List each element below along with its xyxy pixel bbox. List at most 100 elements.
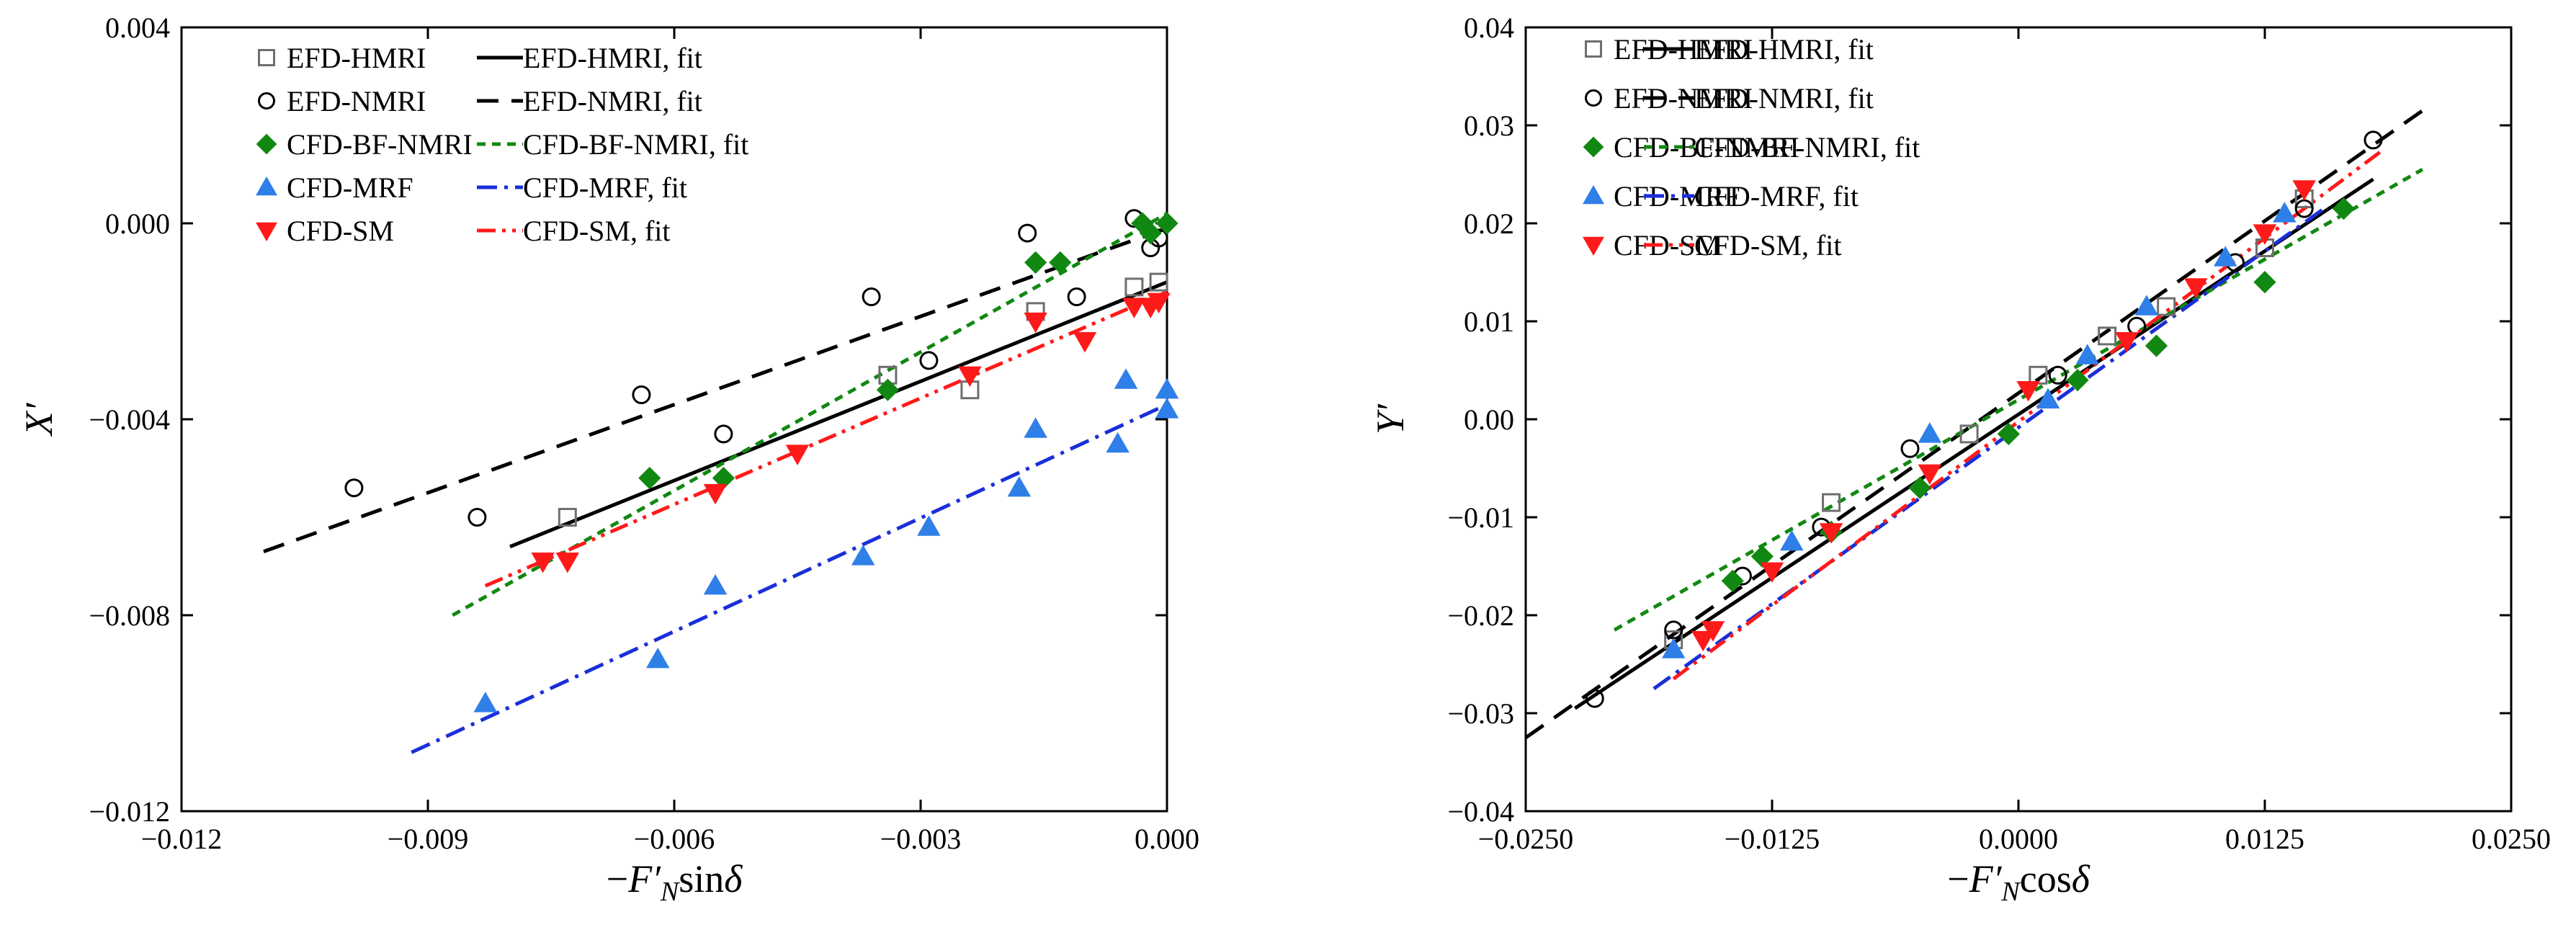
point-efd-nmri: [344, 478, 364, 498]
right-tick-marks: [1524, 26, 2513, 813]
point-cfd-mrf: [2036, 388, 2060, 408]
left-tick-labels: −0.012 −0.009 −0.006 −0.003 0.000 −0.012 −0.00…: [89, 12, 1199, 855]
right-y-axis-label: Y′: [1369, 403, 1412, 434]
point-cfd-bf-nmri: [1721, 569, 1744, 592]
point-cfd-sm: [1918, 464, 1942, 486]
point-cfd-sm: [1024, 312, 1047, 334]
right-data-points: [1585, 130, 2383, 708]
legend-marker-cfd-bf-nmri: [1583, 136, 1604, 158]
point-cfd-bf-nmri: [876, 378, 899, 401]
point-cfd-sm: [531, 553, 555, 573]
right-fit-lines: [1524, 109, 2424, 740]
point-cfd-mrf: [2214, 246, 2237, 267]
point-efd-hmri: [1959, 424, 1979, 444]
legend-fit-label: EFD-NMRI, fit: [1694, 82, 1874, 115]
legend-fit-label: EFD-NMRI, fit: [523, 85, 702, 117]
x-tick-label: −0.012: [141, 823, 223, 855]
point-efd-nmri: [714, 424, 733, 444]
y-tick-label: −0.04: [1447, 795, 1514, 828]
point-efd-nmri: [468, 508, 487, 527]
left-data-points: [344, 209, 1179, 712]
point-cfd-sm: [2292, 180, 2316, 201]
legend-marker-cfd-sm: [256, 222, 277, 241]
point-cfd-sm: [1073, 332, 1097, 353]
legend-marker-cfd-bf-nmri: [256, 133, 277, 155]
point-cfd-sm: [785, 444, 810, 465]
point-cfd-mrf: [473, 692, 498, 712]
fit-line-cfd-mrf-fit: [411, 403, 1168, 754]
legend-fit-label: EFD-HMRI, fit: [523, 42, 702, 74]
y-tick-label: 0.01: [1464, 305, 1514, 338]
point-cfd-bf-nmri: [2066, 369, 2089, 392]
point-cfd-mrf: [2273, 202, 2297, 223]
point-cfd-bf-nmri: [1750, 545, 1774, 568]
legend-fit-label: CFD-BF-NMRI, fit: [1694, 131, 1920, 164]
point-cfd-sm: [555, 553, 580, 573]
point-cfd-mrf: [1155, 377, 1179, 399]
legend-marker-cfd-sm: [1583, 236, 1604, 256]
fit-line-cfd-mrf-fit: [1653, 207, 2325, 691]
fit-line-efd-hmri-fit: [1574, 177, 2374, 710]
y-tick-label: −0.008: [89, 599, 170, 632]
fit-line-efd-hmri-fit: [509, 280, 1168, 549]
point-cfd-sm: [2016, 381, 2040, 402]
legend-marker-cfd-mrf: [256, 176, 277, 196]
right-tick-labels: −0.0250 −0.0125 0.0000 0.0125 0.0250 −0.04 −0.…: [1447, 12, 2551, 855]
point-cfd-sm: [2253, 224, 2277, 245]
legend-label: CFD-MRF: [287, 171, 413, 204]
point-cfd-mrf: [1661, 638, 1686, 658]
point-cfd-sm: [1147, 292, 1171, 314]
point-efd-hmri: [2098, 326, 2117, 346]
x-tick-label: −0.009: [388, 823, 469, 855]
legend-fit-label: CFD-BF-NMRI, fit: [523, 128, 748, 161]
point-cfd-sm: [1691, 630, 1715, 652]
y-tick-label: 0.04: [1464, 12, 1514, 44]
fit-line-cfd-bf-nmri-fit: [1613, 168, 2424, 632]
point-cfd-bf-nmri: [2332, 197, 2356, 220]
point-efd-hmri: [558, 508, 577, 527]
point-cfd-mrf: [703, 573, 728, 595]
point-efd-nmri: [2048, 365, 2067, 385]
point-cfd-mrf: [1780, 529, 1804, 551]
legend-marker-efd-hmri: [1585, 40, 1602, 58]
legend-label: CFD-BF-NMRI: [287, 128, 473, 161]
fit-line-efd-nmri-fit: [1524, 109, 2424, 740]
point-cfd-sm: [958, 366, 982, 388]
point-cfd-bf-nmri: [1908, 476, 1931, 499]
point-cfd-mrf: [851, 545, 875, 566]
legend-marker-efd-nmri: [258, 92, 275, 110]
point-cfd-bf-nmri: [712, 467, 735, 490]
x-tick-label: 0.0125: [2225, 823, 2304, 855]
point-cfd-bf-nmri: [1049, 251, 1072, 274]
point-cfd-mrf: [1918, 422, 1942, 443]
chart-left: −0.012 −0.009 −0.006 −0.003 0.000 −0.012 −0.00…: [17, 12, 1199, 907]
x-tick-label: −0.0125: [1725, 823, 1820, 855]
point-efd-nmri: [1585, 689, 1604, 708]
y-tick-label: 0.00: [1464, 403, 1514, 436]
legend-fit-label: CFD-MRF, fit: [523, 171, 687, 204]
legend-label: CFD-MRF: [1614, 180, 1740, 213]
point-cfd-sm: [1122, 298, 1146, 318]
y-tick-label: −0.01: [1447, 501, 1514, 534]
point-cfd-sm: [1701, 621, 1725, 642]
legend-fit-label: EFD-HMRI, fit: [1694, 33, 1874, 66]
y-tick-label: −0.004: [89, 403, 170, 436]
point-cfd-mrf: [645, 647, 670, 669]
left-legend: EFD-HMRI EFD-HMRI, fit EFD-NMRI EFD-NMRI, f…: [256, 42, 748, 247]
fit-line-efd-nmri-fit: [263, 226, 1168, 553]
x-tick-label: 0.000: [1135, 823, 1199, 855]
legend-fit-label: CFD-SM, fit: [1694, 229, 1842, 262]
y-tick-label: 0.000: [105, 207, 170, 240]
point-cfd-mrf: [917, 515, 941, 536]
legend-fit-label: CFD-SM, fit: [523, 215, 671, 247]
y-tick-label: 0.004: [105, 12, 170, 44]
point-cfd-sm: [2183, 278, 2208, 299]
x-tick-label: 0.0000: [1979, 823, 2058, 855]
legend-marker-cfd-mrf: [1583, 185, 1604, 205]
left-y-axis-label: X′: [17, 402, 61, 437]
point-cfd-bf-nmri: [1024, 251, 1047, 274]
point-cfd-mrf: [1024, 417, 1047, 438]
point-cfd-sm: [2115, 332, 2139, 353]
point-cfd-bf-nmri: [638, 467, 661, 490]
